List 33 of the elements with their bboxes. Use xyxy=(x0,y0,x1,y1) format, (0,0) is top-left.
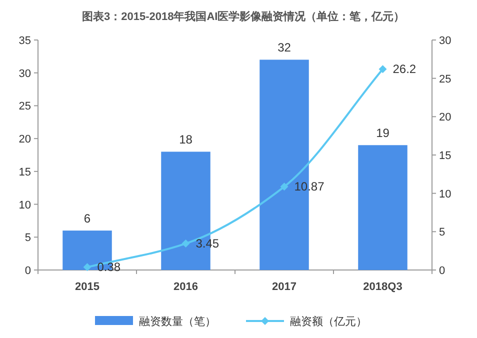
data-label: 18 xyxy=(179,132,193,147)
y2-tick-label: 10 xyxy=(439,188,452,200)
x-tick-label: 2017 xyxy=(272,281,296,293)
bar xyxy=(358,145,408,270)
y2-tick-label: 5 xyxy=(439,226,446,239)
y2-tick-label: 15 xyxy=(439,150,452,162)
point xyxy=(182,240,190,248)
y2-tick-label: 20 xyxy=(439,112,452,124)
y-tick-label: 10 xyxy=(18,199,31,212)
x-tick-label: 2016 xyxy=(174,281,198,293)
legend-label: 融资额（亿元） xyxy=(290,315,367,328)
point xyxy=(83,263,92,272)
data-label: 26.2 xyxy=(392,62,416,76)
point xyxy=(378,65,387,74)
y-tick-label: 25 xyxy=(18,100,31,113)
data-label: 6 xyxy=(84,212,91,226)
y-tick-label: 20 xyxy=(18,134,31,146)
x-tick-label: 2018Q3 xyxy=(363,281,402,293)
x-tick-label: 2015 xyxy=(75,281,100,293)
chart-title: 图表3：2015-2018年我国AI医学影像融资情况（单位：笔，亿元） xyxy=(82,10,405,23)
data-label: 19 xyxy=(376,126,390,140)
y2-tick-label: 0 xyxy=(439,265,446,277)
y2-tick-label: 25 xyxy=(439,73,452,86)
y-tick-label: 15 xyxy=(18,166,31,178)
point xyxy=(280,182,288,191)
y2-tick-label: 30 xyxy=(439,35,452,47)
y-tick-label: 30 xyxy=(18,68,31,80)
data-label: 32 xyxy=(278,40,292,55)
y-tick-label: 5 xyxy=(24,232,31,244)
data-label: 0.38 xyxy=(97,260,121,274)
y-tick-label: 35 xyxy=(18,35,31,47)
legend-label: 融资数量（笔） xyxy=(139,316,216,328)
y-tick-label: 0 xyxy=(24,265,31,277)
